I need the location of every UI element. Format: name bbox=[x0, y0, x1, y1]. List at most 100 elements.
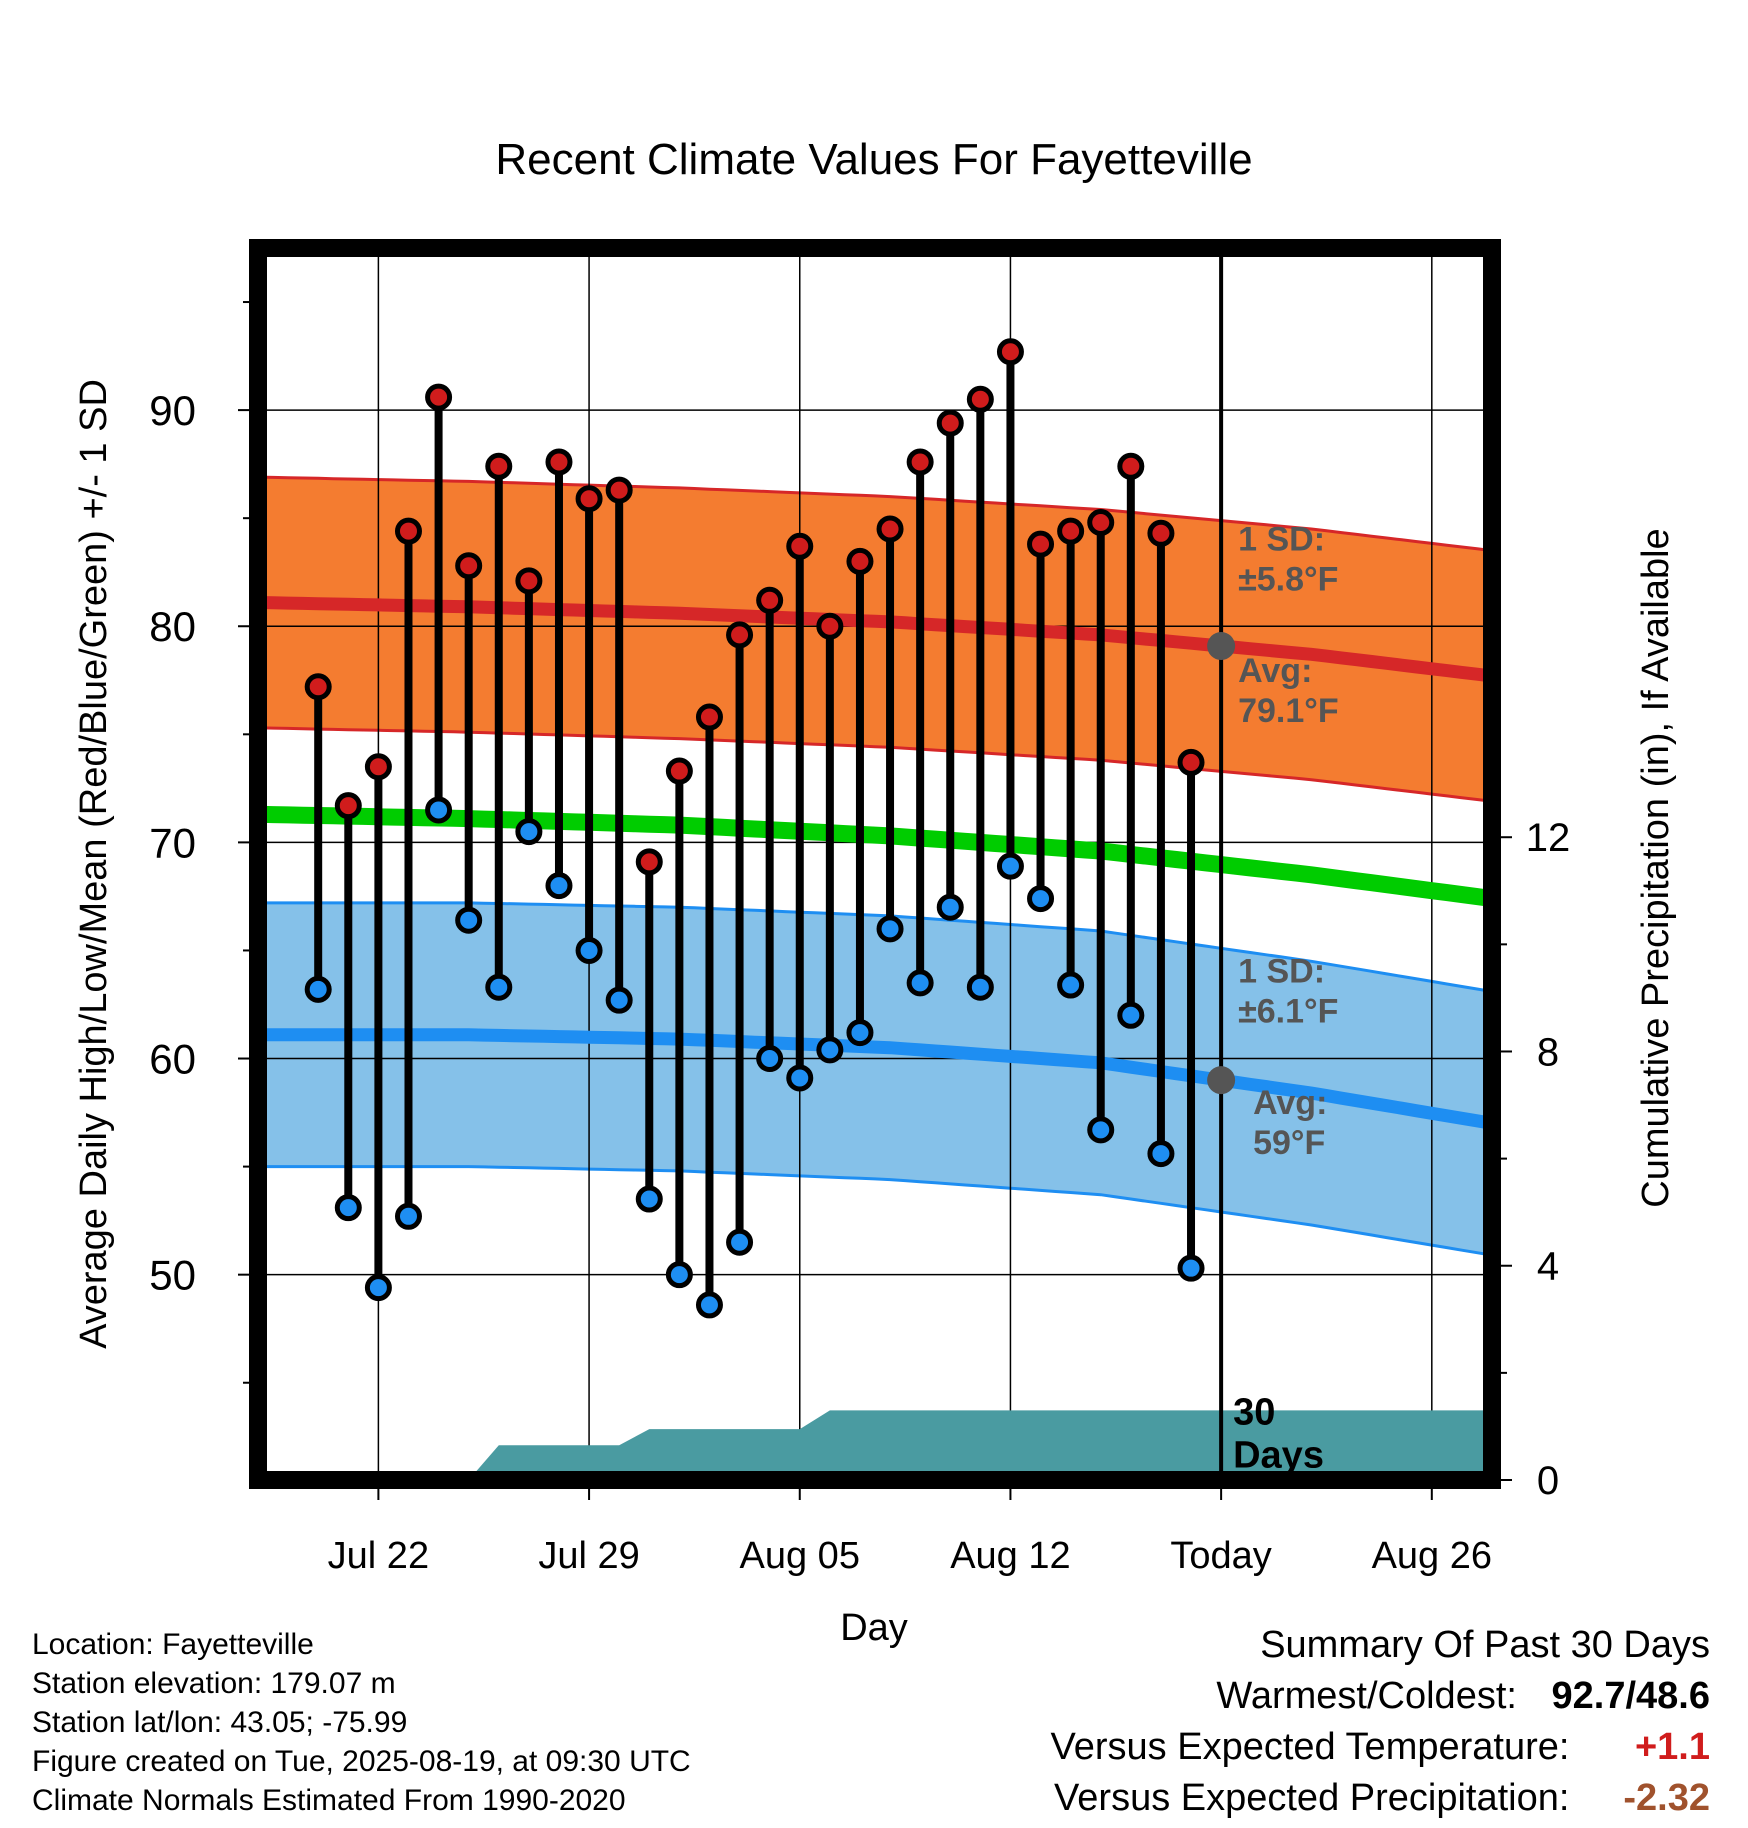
daily-low-point bbox=[966, 973, 994, 1001]
daily-low-point bbox=[1147, 1140, 1175, 1168]
y-tick-label: 70 bbox=[149, 819, 196, 866]
daily-low-point bbox=[635, 1185, 663, 1213]
high-avg-annotation: 79.1°F bbox=[1238, 692, 1339, 730]
created-text: Figure created on Tue, 2025-08-19, at 09… bbox=[32, 1745, 691, 1778]
daily-high-point bbox=[936, 409, 964, 437]
daily-low-point bbox=[906, 969, 934, 997]
daily-low-point bbox=[304, 975, 332, 1003]
days-annotation: Days bbox=[1233, 1434, 1324, 1476]
days-annotation: 30 bbox=[1233, 1391, 1275, 1433]
x-tick-label: Aug 26 bbox=[1372, 1535, 1492, 1577]
summary-panel: Summary Of Past 30 Days Warmest/Coldest:… bbox=[1051, 1620, 1710, 1824]
daily-low-point bbox=[756, 1045, 784, 1073]
daily-low-point bbox=[996, 852, 1024, 880]
y-tick-label: 90 bbox=[149, 387, 196, 434]
daily-high-point bbox=[364, 753, 392, 781]
daily-low-point bbox=[816, 1036, 844, 1064]
daily-high-point bbox=[846, 547, 874, 575]
plot-frame bbox=[249, 239, 1501, 1489]
low-sd-annotation: 1 SD: bbox=[1238, 952, 1325, 990]
daily-low-point bbox=[1057, 971, 1085, 999]
high-sd-annotation: 1 SD: bbox=[1238, 521, 1325, 559]
daily-high-point bbox=[786, 532, 814, 560]
daily-low-point bbox=[786, 1064, 814, 1092]
daily-low-point bbox=[515, 818, 543, 846]
daily-high-point bbox=[906, 448, 934, 476]
normals-text: Climate Normals Estimated From 1990-2020 bbox=[32, 1784, 626, 1817]
daily-high-point bbox=[605, 476, 633, 504]
daily-high-point bbox=[1027, 530, 1055, 558]
daily-high-point bbox=[726, 621, 754, 649]
x-tick-label: Today bbox=[1170, 1535, 1271, 1577]
daily-low-point bbox=[876, 915, 904, 943]
normal-low-line bbox=[258, 1028, 1492, 1130]
daily-high-point bbox=[1117, 452, 1145, 480]
daily-high-point bbox=[334, 792, 362, 820]
daily-high-point bbox=[996, 338, 1024, 366]
precip-value: -2.32 bbox=[1623, 1777, 1710, 1819]
y2-axis-label: Cumulative Precipitation (in), If Availa… bbox=[1635, 528, 1677, 1207]
daily-low-point bbox=[1087, 1116, 1115, 1144]
daily-low-point bbox=[1117, 1001, 1145, 1029]
temp-label: Versus Expected Temperature: bbox=[1050, 1726, 1570, 1768]
temp-value: +1.1 bbox=[1634, 1726, 1710, 1768]
y-tick-label: 50 bbox=[149, 1252, 196, 1299]
daily-high-point bbox=[575, 485, 603, 513]
today-high-avg-marker bbox=[1207, 632, 1236, 661]
daily-high-point bbox=[455, 552, 483, 580]
y2-tick-label: 12 bbox=[1526, 816, 1571, 860]
daily-low-point bbox=[425, 796, 453, 824]
low-sd-annotation: ±6.1°F bbox=[1238, 992, 1338, 1030]
normal-mean-line bbox=[258, 805, 1492, 908]
high-sd-annotation: ±5.8°F bbox=[1238, 561, 1338, 599]
y2-tick-label: 8 bbox=[1537, 1030, 1559, 1074]
y2-tick-label: 0 bbox=[1537, 1459, 1559, 1503]
x-tick-label: Aug 12 bbox=[950, 1535, 1070, 1577]
daily-low-point bbox=[726, 1228, 754, 1256]
station-info: Location: Fayetteville Station elevation… bbox=[32, 1625, 691, 1820]
y-axis-label: Average Daily High/Low/Mean (Red/Blue/Gr… bbox=[73, 379, 115, 1349]
today-low-avg-marker bbox=[1207, 1066, 1236, 1095]
daily-low-point bbox=[665, 1261, 693, 1289]
daily-low-point bbox=[1177, 1254, 1205, 1282]
daily-low-point bbox=[1027, 885, 1055, 913]
daily-high-point bbox=[1087, 508, 1115, 536]
summary-precip: Versus Expected Precipitation: -2.32 bbox=[1051, 1773, 1710, 1824]
low-sd-upper-edge bbox=[258, 901, 1492, 993]
daily-low-point bbox=[334, 1194, 362, 1222]
x-axis-label: Day bbox=[840, 1607, 908, 1649]
high-sd-lower-edge bbox=[258, 726, 1492, 803]
daily-high-point bbox=[966, 385, 994, 413]
location-text: Location: Fayetteville bbox=[32, 1628, 314, 1661]
daily-high-point bbox=[695, 703, 723, 731]
chart-title: Recent Climate Values For Fayetteville bbox=[495, 135, 1252, 184]
daily-high-point bbox=[425, 383, 453, 411]
elevation-text: Station elevation: 179.07 m bbox=[32, 1667, 396, 1700]
precipitation-area bbox=[468, 1410, 1492, 1480]
daily-high-point bbox=[545, 448, 573, 476]
daily-high-point bbox=[816, 612, 844, 640]
summary-warm-cold: Warmest/Coldest: 92.7/48.6 bbox=[1051, 1671, 1710, 1722]
daily-high-point bbox=[876, 515, 904, 543]
daily-high-point bbox=[515, 567, 543, 595]
y2-tick-label: 4 bbox=[1537, 1245, 1559, 1289]
daily-high-point bbox=[394, 517, 422, 545]
daily-low-point bbox=[545, 872, 573, 900]
x-tick-label: Aug 05 bbox=[740, 1535, 860, 1577]
daily-high-point bbox=[304, 673, 332, 701]
daily-low-point bbox=[485, 973, 513, 1001]
low-avg-annotation: Avg: bbox=[1253, 1084, 1327, 1122]
daily-low-point bbox=[394, 1202, 422, 1230]
daily-high-point bbox=[485, 452, 513, 480]
normal-high-line bbox=[258, 596, 1492, 683]
daily-low-point bbox=[605, 986, 633, 1014]
high-sd-band bbox=[258, 477, 1492, 802]
daily-high-point bbox=[1147, 519, 1175, 547]
warm-cold-label: Warmest/Coldest: bbox=[1216, 1675, 1517, 1717]
daily-high-point bbox=[635, 848, 663, 876]
daily-low-point bbox=[936, 893, 964, 921]
x-tick-label: Jul 29 bbox=[538, 1535, 639, 1577]
summary-title: Summary Of Past 30 Days bbox=[1260, 1624, 1710, 1666]
daily-low-point bbox=[846, 1019, 874, 1047]
